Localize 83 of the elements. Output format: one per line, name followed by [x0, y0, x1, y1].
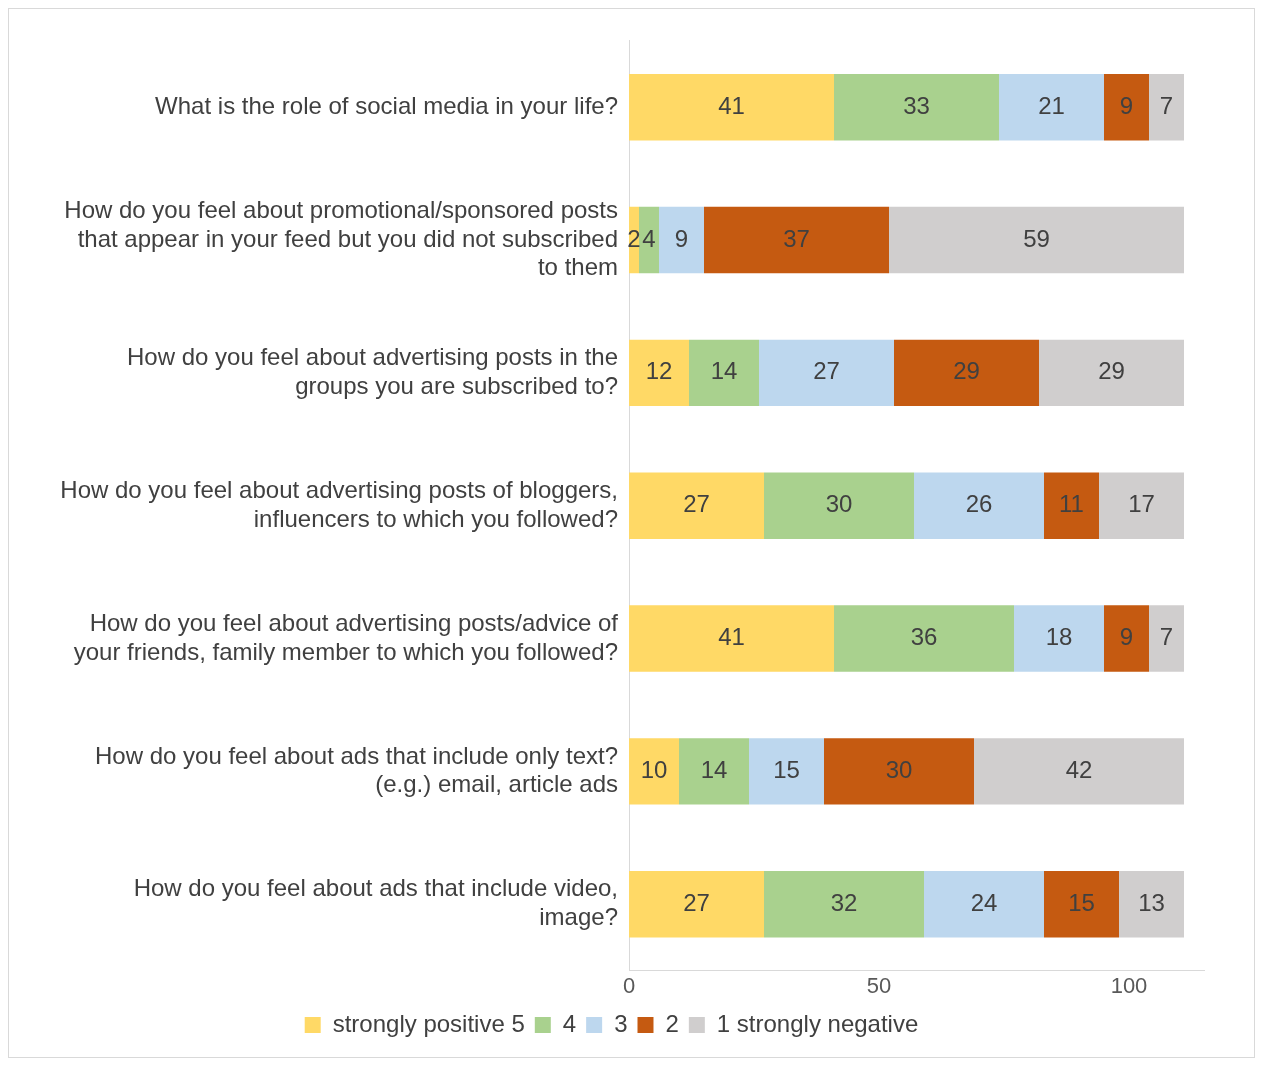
bar: [1014, 605, 1104, 672]
data-label: 7: [1159, 623, 1174, 651]
data-label: 27: [683, 490, 710, 518]
bar: [889, 206, 1184, 274]
data-label: 21: [1038, 91, 1065, 119]
data-label: 33: [903, 91, 930, 119]
data-label: 4: [642, 224, 656, 252]
data-label: 29: [953, 357, 980, 385]
data-label: 30: [885, 755, 913, 783]
bar: [629, 870, 764, 938]
legend-label: 2: [665, 1009, 679, 1037]
bar: [924, 870, 1044, 938]
data-label: 26: [965, 490, 993, 518]
y-tick-label: How do you feel about advertising posts/advice of your friends, family member to which you followed?: [73, 608, 619, 665]
bar: [1149, 74, 1184, 141]
data-label: 32: [830, 888, 858, 916]
data-label: 15: [773, 755, 800, 783]
data-label: 7: [1159, 91, 1174, 119]
bar: [974, 738, 1184, 805]
bar: [1149, 605, 1184, 672]
bar: [764, 870, 924, 938]
legend-label: 1 strongly negative: [716, 1009, 919, 1037]
bar: [1104, 605, 1149, 672]
x-tick-label: 50: [866, 972, 892, 998]
data-label: 27: [813, 357, 840, 385]
bar: [629, 605, 834, 672]
bar: [834, 74, 999, 141]
bar: [704, 206, 889, 274]
data-label: 14: [700, 755, 728, 783]
bar: [629, 472, 764, 539]
bar: [1104, 74, 1149, 141]
y-tick-label: How do you feel about advertising posts of bloggers, influencers to which you followed?: [60, 475, 618, 532]
data-label: 42: [1065, 755, 1093, 783]
bar: [824, 738, 974, 805]
bar: [679, 738, 749, 805]
data-label: 30: [825, 490, 853, 518]
bar: [1099, 472, 1184, 539]
y-tick-label: How do you feel about advertising posts in the groups you are subscribed to?: [127, 343, 618, 399]
bar: [1044, 472, 1099, 539]
bar: [629, 738, 679, 805]
data-label: 11: [1059, 490, 1084, 518]
bar: [1119, 870, 1184, 938]
data-label: 12: [645, 357, 673, 385]
x-tick-label: 0: [622, 972, 636, 998]
bar: [629, 339, 689, 407]
bar: [749, 738, 824, 805]
x-tick-label: 100: [1110, 972, 1148, 998]
data-label: 41: [718, 623, 745, 651]
data-label: 9: [1119, 91, 1134, 119]
data-label: 37: [783, 224, 810, 252]
bar: [999, 74, 1104, 141]
bar: [834, 605, 1014, 672]
data-label: 17: [1128, 490, 1155, 518]
bar: [914, 472, 1044, 539]
bar: [764, 472, 914, 539]
data-label: 59: [1023, 224, 1050, 252]
data-label: 14: [710, 357, 738, 385]
bar: [759, 339, 894, 407]
legend-label: strongly positive 5: [332, 1009, 525, 1037]
bar: [1044, 870, 1119, 938]
legend-label: 4: [562, 1009, 577, 1037]
data-label: 10: [640, 755, 668, 783]
bar: [689, 339, 759, 407]
bar: [629, 74, 834, 141]
bar: [894, 339, 1039, 407]
y-tick-label: What is the role of social media in your life?: [155, 91, 618, 119]
data-label: 9: [674, 224, 689, 252]
data-label: 29: [1098, 357, 1125, 385]
bar: [1039, 339, 1184, 407]
legend-label: 3: [614, 1009, 628, 1037]
data-label: 15: [1068, 888, 1095, 916]
bar: [639, 206, 659, 274]
y-tick-label: How do you feel about promotional/sponsored posts that appear in your feed but you did not subscribed to them: [64, 195, 618, 281]
data-label: 41: [718, 91, 745, 119]
data-label: 13: [1138, 888, 1165, 916]
data-label: 9: [1119, 623, 1134, 651]
bar: [659, 206, 704, 274]
data-label: 24: [970, 888, 998, 916]
y-tick-label: How do you feel about ads that include only text? (e.g.) email, article ads: [94, 741, 618, 798]
data-label: 27: [683, 888, 710, 916]
data-label: 36: [910, 623, 938, 651]
y-tick-label: How do you feel about ads that include video, image?: [133, 874, 618, 931]
data-label: 18: [1045, 623, 1073, 651]
